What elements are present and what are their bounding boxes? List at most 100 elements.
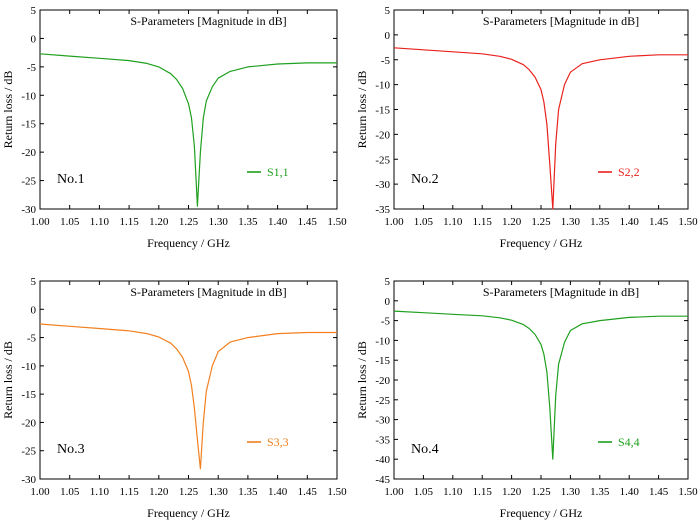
y-tick-label: -15 bbox=[375, 105, 390, 117]
x-tick-label: 1.05 bbox=[414, 216, 434, 228]
y-tick-label: -20 bbox=[21, 147, 36, 159]
legend-label: S4,4 bbox=[618, 435, 640, 449]
chart-panel-1: 1.00 1.05 1.10 1.15 1.20 1.25 1.30 1.35 1.40 1.45… bbox=[1, 5, 347, 250]
y-tick-label: -25 bbox=[21, 446, 36, 458]
y-tick-label: -20 bbox=[375, 129, 390, 141]
chart-title: S-Parameters [Magnitude in dB] bbox=[130, 14, 286, 28]
x-tick-label: 1.35 bbox=[238, 486, 258, 498]
y-tick-label: -5 bbox=[381, 316, 391, 328]
x-tick-label: 1.10 bbox=[443, 486, 463, 498]
x-tick-label: 1.20 bbox=[149, 486, 169, 498]
y-axis-label: Return loss / dB bbox=[1, 71, 15, 149]
legend-label: S1,1 bbox=[267, 165, 289, 179]
y-axis-label: Return loss / dB bbox=[355, 71, 369, 149]
x-tick-label: 1.10 bbox=[443, 216, 463, 228]
y-tick-label: 0 bbox=[31, 304, 37, 316]
x-tick-label: 1.45 bbox=[649, 216, 669, 228]
x-tick-label: 1.30 bbox=[209, 486, 229, 498]
y-tick-label: 5 bbox=[385, 5, 391, 17]
x-axis-label: Frequency / GHz bbox=[147, 506, 230, 520]
y-tick-label: 5 bbox=[385, 276, 391, 288]
x-tick-label: 1.35 bbox=[590, 486, 610, 498]
x-tick-label: 1.00 bbox=[30, 216, 50, 228]
y-tick-label: -10 bbox=[21, 361, 36, 373]
x-tick-label: 1.05 bbox=[60, 216, 80, 228]
y-tick-label: -25 bbox=[21, 176, 36, 188]
x-axis-label: Frequency / GHz bbox=[500, 236, 583, 250]
y-tick-label: 5 bbox=[31, 276, 37, 288]
y-tick-label: -25 bbox=[375, 154, 390, 166]
y-tick-label: -30 bbox=[21, 474, 36, 486]
x-axis-label: Frequency / GHz bbox=[147, 236, 230, 250]
x-tick-label: 1.25 bbox=[531, 486, 551, 498]
series-line-S1-1 bbox=[39, 53, 337, 207]
y-tick-label: -30 bbox=[375, 179, 390, 191]
x-tick-label: 1.15 bbox=[119, 486, 139, 498]
x-tick-label: 1.20 bbox=[149, 216, 169, 228]
x-tick-label: 1.25 bbox=[179, 216, 199, 228]
x-tick-label: 1.40 bbox=[620, 216, 640, 228]
x-tick-label: 1.00 bbox=[384, 216, 404, 228]
x-tick-label: 1.15 bbox=[119, 216, 139, 228]
y-axis-label: Return loss / dB bbox=[1, 341, 15, 419]
y-tick-label: -20 bbox=[21, 417, 36, 429]
panel-label: No.4 bbox=[411, 442, 439, 457]
x-tick-label: 1.40 bbox=[268, 486, 288, 498]
x-tick-label: 1.30 bbox=[209, 216, 229, 228]
x-tick-label: 1.00 bbox=[30, 486, 50, 498]
x-tick-label: 1.50 bbox=[327, 216, 347, 228]
series-line-S3-3 bbox=[39, 323, 337, 470]
y-tick-label: 5 bbox=[31, 5, 37, 17]
y-tick-label: -25 bbox=[375, 395, 390, 407]
x-tick-label: 1.05 bbox=[414, 486, 434, 498]
y-tick-label: -15 bbox=[21, 119, 36, 131]
panel-label: No.1 bbox=[57, 172, 85, 187]
x-tick-label: 1.20 bbox=[502, 216, 522, 228]
legend-label: S3,3 bbox=[267, 435, 289, 449]
x-tick-label: 1.35 bbox=[590, 216, 610, 228]
x-tick-label: 1.20 bbox=[502, 486, 522, 498]
y-tick-label: -35 bbox=[375, 204, 390, 216]
chart-title: S-Parameters [Magnitude in dB] bbox=[483, 14, 639, 28]
y-axis-label: Return loss / dB bbox=[355, 341, 369, 419]
chart-title: S-Parameters [Magnitude in dB] bbox=[130, 285, 286, 299]
chart-panel-4: 1.00 1.05 1.10 1.15 1.20 1.25 1.30 1.35 1.40 1.45… bbox=[355, 276, 698, 520]
x-tick-label: 1.35 bbox=[238, 216, 258, 228]
x-tick-label: 1.50 bbox=[678, 486, 698, 498]
x-tick-label: 1.25 bbox=[531, 216, 551, 228]
x-tick-label: 1.15 bbox=[473, 486, 493, 498]
panel-label: No.3 bbox=[57, 442, 85, 457]
x-tick-label: 1.05 bbox=[60, 486, 80, 498]
y-tick-label: -35 bbox=[375, 434, 390, 446]
legend-label: S2,2 bbox=[618, 165, 640, 179]
y-tick-label: 0 bbox=[31, 33, 37, 45]
y-tick-label: 0 bbox=[385, 30, 391, 42]
x-tick-label: 1.45 bbox=[649, 486, 669, 498]
y-tick-label: -30 bbox=[21, 204, 36, 216]
chart-panel-3: 1.00 1.05 1.10 1.15 1.20 1.25 1.30 1.35 1.40 1.45… bbox=[1, 276, 347, 520]
y-tick-label: -5 bbox=[381, 55, 391, 67]
y-tick-label: -45 bbox=[375, 474, 390, 486]
x-tick-label: 1.25 bbox=[179, 486, 199, 498]
y-tick-label: -5 bbox=[27, 333, 37, 345]
x-tick-label: 1.40 bbox=[268, 216, 288, 228]
y-tick-label: -5 bbox=[27, 62, 37, 74]
x-tick-label: 1.30 bbox=[561, 486, 581, 498]
y-tick-label: -10 bbox=[375, 335, 390, 347]
y-tick-label: -15 bbox=[375, 355, 390, 367]
y-tick-label: -15 bbox=[21, 389, 36, 401]
x-tick-label: 1.10 bbox=[90, 216, 110, 228]
x-tick-label: 1.45 bbox=[298, 216, 318, 228]
x-tick-label: 1.45 bbox=[298, 486, 318, 498]
chart-title: S-Parameters [Magnitude in dB] bbox=[483, 285, 639, 299]
x-tick-label: 1.50 bbox=[327, 486, 347, 498]
series-line-S2-2 bbox=[393, 47, 688, 210]
chart-panel-2: 1.00 1.05 1.10 1.15 1.20 1.25 1.30 1.35 1.40 1.45… bbox=[355, 5, 698, 250]
x-tick-label: 1.40 bbox=[620, 486, 640, 498]
y-tick-label: -10 bbox=[375, 80, 390, 92]
x-tick-label: 1.15 bbox=[473, 216, 493, 228]
x-tick-label: 1.00 bbox=[384, 486, 404, 498]
y-tick-label: -20 bbox=[375, 375, 390, 387]
y-tick-label: 0 bbox=[385, 296, 391, 308]
